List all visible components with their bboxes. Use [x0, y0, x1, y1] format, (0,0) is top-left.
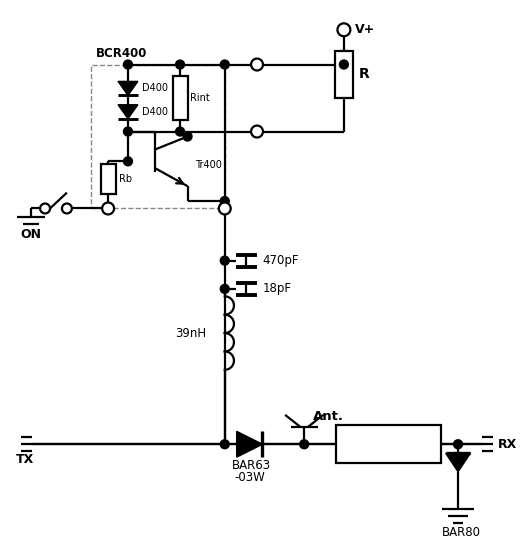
- Text: -03W: -03W: [235, 471, 265, 484]
- Text: Ant.: Ant.: [313, 410, 344, 424]
- Bar: [335, 51, 353, 98]
- Circle shape: [337, 24, 350, 36]
- Text: V+: V+: [355, 23, 375, 36]
- Polygon shape: [236, 431, 263, 457]
- Polygon shape: [118, 105, 138, 118]
- Bar: [173, 76, 187, 121]
- Text: 39nH: 39nH: [175, 327, 206, 340]
- Text: Tr400: Tr400: [195, 160, 222, 170]
- Text: BAR80: BAR80: [442, 526, 481, 539]
- Circle shape: [220, 256, 229, 265]
- Text: BCR400: BCR400: [96, 47, 147, 60]
- Polygon shape: [446, 453, 470, 472]
- Circle shape: [183, 132, 192, 141]
- Text: Rb: Rb: [119, 174, 132, 184]
- Circle shape: [175, 127, 185, 136]
- Circle shape: [219, 203, 231, 214]
- Circle shape: [175, 60, 185, 69]
- Bar: [101, 164, 115, 193]
- Text: 470pF: 470pF: [263, 254, 299, 267]
- Circle shape: [251, 59, 263, 71]
- Bar: [337, 425, 441, 463]
- Text: ON: ON: [20, 229, 41, 241]
- Text: TX: TX: [16, 453, 34, 466]
- Circle shape: [454, 440, 462, 449]
- Text: 18pF: 18pF: [263, 282, 291, 295]
- Circle shape: [102, 203, 114, 214]
- Text: D400: D400: [142, 107, 168, 117]
- Circle shape: [220, 60, 229, 69]
- Text: 50Ω: 50Ω: [377, 432, 400, 442]
- Text: D400: D400: [142, 83, 168, 93]
- Bar: [91, 65, 225, 208]
- Circle shape: [220, 197, 229, 206]
- Polygon shape: [118, 82, 138, 95]
- Circle shape: [339, 60, 348, 69]
- Circle shape: [62, 203, 72, 213]
- Circle shape: [300, 440, 309, 449]
- Circle shape: [251, 125, 263, 138]
- Text: R: R: [359, 67, 370, 82]
- Circle shape: [220, 284, 229, 293]
- Circle shape: [220, 440, 229, 449]
- Text: RX: RX: [498, 438, 517, 451]
- Text: BAR63: BAR63: [232, 459, 271, 472]
- Circle shape: [124, 60, 133, 69]
- Text: Rint: Rint: [190, 93, 210, 103]
- Circle shape: [124, 157, 133, 166]
- Circle shape: [124, 127, 133, 136]
- Circle shape: [40, 203, 50, 213]
- Text: λ/4: λ/4: [379, 446, 398, 459]
